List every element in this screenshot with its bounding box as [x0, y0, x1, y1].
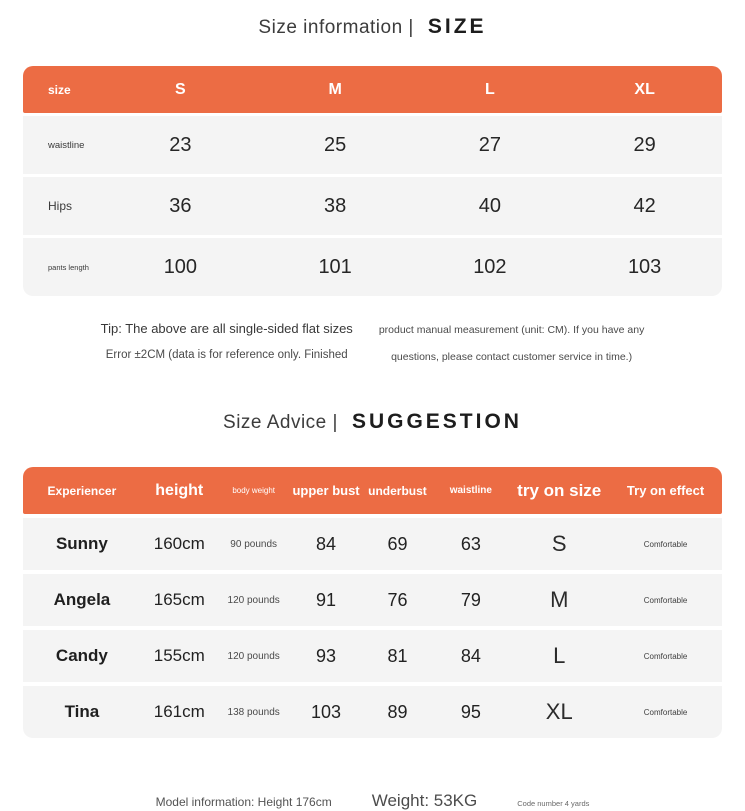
advice-col-try-on-effect: Try on effect — [626, 483, 705, 498]
cell-try-on-size: M — [550, 587, 569, 612]
size-title-caption: SIZE — [427, 15, 487, 38]
advice-col-height: height — [155, 481, 204, 499]
row-label: pants length — [48, 262, 89, 272]
tip-line: questions, please contact customer servi… — [391, 351, 633, 363]
size-col-s: S — [175, 80, 186, 98]
table-row-angela: Angela 165cm 120 pounds 91 76 79 M Comfo… — [23, 574, 722, 626]
row-label: Hips — [48, 199, 73, 213]
advice-col-underbust: underbust — [368, 483, 427, 498]
advice-col-upper-bust: upper bust — [292, 483, 360, 498]
size-table: size S M L XL waistline 23 25 27 29 Hips… — [23, 66, 722, 296]
model-info-footer: Model information: Height 176cm Weight: … — [0, 791, 745, 811]
tip-line: Error ±2CM (data is for reference only. … — [105, 349, 348, 361]
advice-title-caption: SUGGESTION — [351, 410, 522, 433]
size-col-xl: XL — [634, 80, 655, 98]
size-col-l: L — [484, 80, 495, 98]
cell-upper-bust: 103 — [311, 701, 342, 722]
cell-waistline: 63 — [460, 533, 481, 554]
cell-upper-bust: 93 — [316, 645, 337, 666]
advice-col-experiencer: Experiencer — [47, 483, 117, 498]
cell-try-on-effect: Comfortable — [643, 651, 688, 661]
cell-try-on-effect: Comfortable — [643, 539, 688, 549]
model-weight-text: Weight: 53KG — [371, 791, 478, 810]
cell-experiencer: Tina — [64, 702, 100, 721]
size-header-corner-label: size — [48, 82, 71, 97]
tip-right-column: product manual measurement (unit: CM). I… — [379, 321, 645, 363]
cell-value: 27 — [478, 133, 501, 156]
tip-line: product manual measurement (unit: CM). I… — [378, 324, 645, 336]
cell-body-weight: 138 pounds — [227, 706, 280, 718]
cell-value: 100 — [163, 255, 198, 278]
row-label: waistline — [48, 139, 85, 151]
cell-value: 102 — [473, 255, 507, 278]
cell-height: 160cm — [153, 534, 205, 553]
cell-try-on-size: XL — [545, 699, 573, 724]
cell-value: 103 — [627, 255, 662, 278]
table-row-pants-length: pants length 100 101 102 103 — [23, 238, 722, 296]
cell-try-on-size: S — [551, 531, 567, 556]
size-section-title: Size information | SIZE — [0, 0, 745, 39]
table-row-candy: Candy 155cm 120 pounds 93 81 84 L Comfor… — [23, 630, 722, 682]
cell-underbust: 76 — [387, 589, 408, 610]
model-info-text: Model information: Height 176cm — [155, 795, 332, 809]
table-row-waistline: waistline 23 25 27 29 — [23, 116, 722, 174]
size-table-header: size S M L XL — [23, 66, 722, 113]
cell-experiencer: Angela — [53, 590, 111, 609]
cell-waistline: 95 — [460, 701, 481, 722]
cell-height: 161cm — [153, 702, 205, 721]
cell-waistline: 84 — [460, 645, 481, 666]
advice-table: Experiencer height body weight upper bus… — [23, 467, 722, 738]
cell-underbust: 81 — [387, 645, 408, 666]
table-row-hips: Hips 36 38 40 42 — [23, 177, 722, 235]
cell-body-weight: 120 pounds — [227, 650, 280, 662]
cell-try-on-effect: Comfortable — [643, 707, 688, 717]
code-number-text: Code number 4 yards — [517, 799, 590, 808]
table-row-sunny: Sunny 160cm 90 pounds 84 69 63 S Comfort… — [23, 518, 722, 570]
cell-value: 38 — [324, 194, 347, 217]
size-title-text: Size information | — [258, 17, 414, 38]
advice-col-body-weight: body weight — [232, 486, 276, 495]
measurement-tip: Tip: The above are all single-sided flat… — [0, 321, 745, 363]
table-row-tina: Tina 161cm 138 pounds 103 89 95 XL Comfo… — [23, 686, 722, 738]
cell-try-on-effect: Comfortable — [643, 595, 688, 605]
advice-section-title: Size Advice | SUGGESTION — [0, 410, 745, 434]
advice-title-text: Size Advice | — [223, 412, 338, 433]
advice-col-try-on-size: try on size — [517, 480, 602, 500]
cell-waistline: 79 — [460, 589, 481, 610]
cell-upper-bust: 91 — [316, 589, 337, 610]
tip-left-column: Tip: The above are all single-sided flat… — [101, 321, 353, 361]
advice-col-waistline: waistline — [449, 485, 492, 496]
cell-value: 29 — [633, 133, 656, 156]
cell-height: 165cm — [153, 590, 205, 609]
cell-try-on-size: L — [553, 643, 566, 668]
cell-value: 23 — [169, 133, 192, 156]
cell-body-weight: 120 pounds — [227, 594, 280, 606]
cell-underbust: 89 — [387, 701, 408, 722]
advice-table-header: Experiencer height body weight upper bus… — [23, 467, 722, 514]
cell-experiencer: Candy — [55, 646, 108, 665]
cell-body-weight: 90 pounds — [230, 538, 278, 550]
cell-value: 42 — [633, 194, 656, 217]
cell-height: 155cm — [153, 646, 205, 665]
cell-upper-bust: 84 — [316, 533, 337, 554]
cell-value: 25 — [324, 133, 347, 156]
tip-line: Tip: The above are all single-sided flat… — [100, 321, 353, 336]
size-col-m: M — [328, 80, 342, 98]
cell-underbust: 69 — [387, 533, 408, 554]
cell-value: 36 — [169, 194, 192, 217]
cell-value: 101 — [318, 255, 352, 278]
cell-experiencer: Sunny — [55, 534, 108, 553]
cell-value: 40 — [478, 194, 501, 217]
